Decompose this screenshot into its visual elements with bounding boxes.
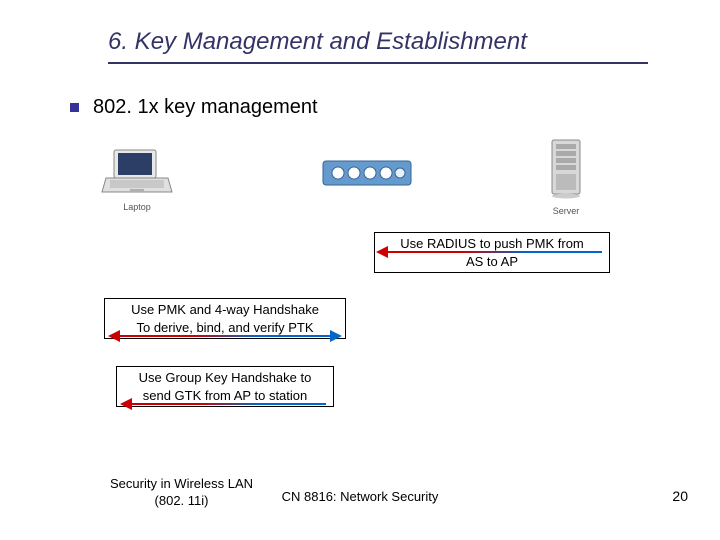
footer-right: 20 bbox=[672, 488, 688, 504]
laptop-icon bbox=[100, 148, 174, 196]
arrow-pmk-head-right bbox=[330, 330, 342, 342]
access-point-icon bbox=[322, 160, 412, 190]
slide-title-bar: 6. Key Management and Establishment bbox=[108, 28, 680, 64]
arrow-radius bbox=[388, 251, 602, 253]
server-icon bbox=[548, 138, 584, 200]
box-radius-line2: AS to AP bbox=[381, 253, 603, 271]
laptop-device: Laptop bbox=[100, 148, 174, 212]
bullet-text-1: 802. 1x key management bbox=[93, 96, 318, 119]
bullet-row-1: 802. 1x key management bbox=[70, 96, 318, 119]
box-gtk-handshake: Use Group Key Handshake to send GTK from… bbox=[116, 366, 334, 407]
title-underline bbox=[108, 62, 648, 64]
footer-center: CN 8816: Network Security bbox=[0, 489, 720, 504]
slide-title: 6. Key Management and Establishment bbox=[108, 28, 680, 60]
server-label: Server bbox=[548, 206, 584, 216]
access-point-device bbox=[322, 160, 412, 195]
box-gtk-line1: Use Group Key Handshake to bbox=[123, 369, 327, 387]
box-gtk-line2: send GTK from AP to station bbox=[123, 387, 327, 405]
laptop-label: Laptop bbox=[100, 202, 174, 212]
server-device: Server bbox=[548, 138, 584, 216]
box-pmk-line1: Use PMK and 4-way Handshake bbox=[111, 301, 339, 319]
arrow-pmk bbox=[120, 335, 330, 337]
arrow-gtk-head-left bbox=[120, 398, 132, 410]
arrow-pmk-head-left bbox=[108, 330, 120, 342]
arrow-gtk bbox=[132, 403, 326, 405]
box-radius-line1: Use RADIUS to push PMK from bbox=[381, 235, 603, 253]
box-pmk-line2: To derive, bind, and verify PTK bbox=[111, 319, 339, 337]
box-pmk-handshake: Use PMK and 4-way Handshake To derive, b… bbox=[104, 298, 346, 339]
arrow-radius-head-left bbox=[376, 246, 388, 258]
bullet-square-icon bbox=[70, 103, 79, 112]
